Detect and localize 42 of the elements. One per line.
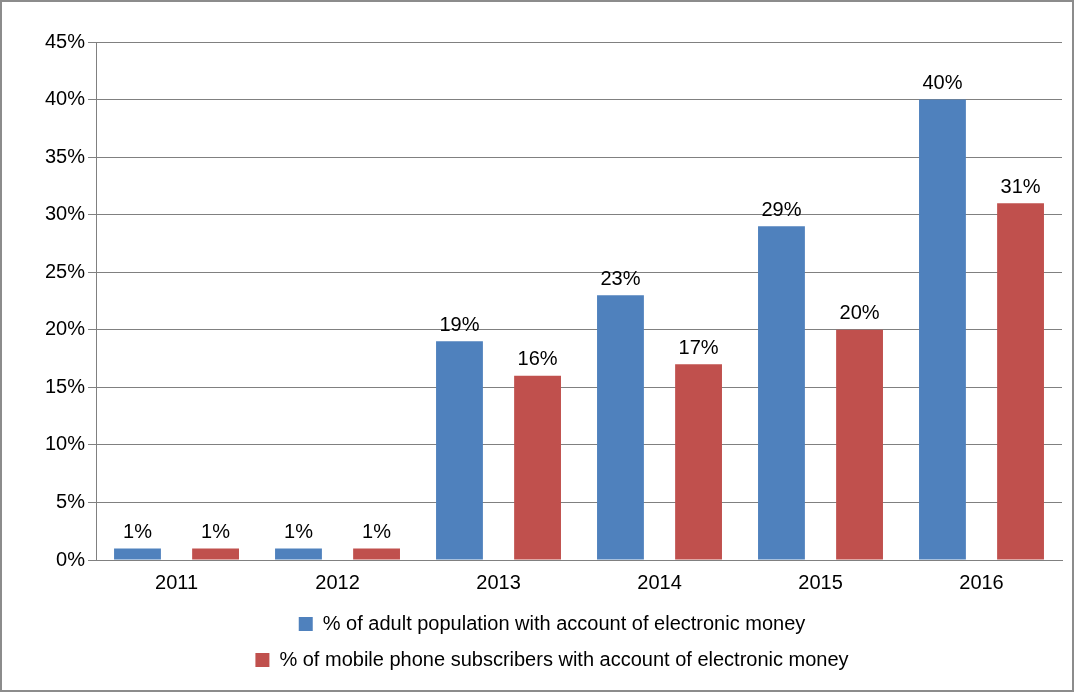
data-label: 17% <box>678 335 719 358</box>
y-tick-label: 40% <box>45 87 86 110</box>
x-tick-label: 2011 <box>155 570 199 593</box>
bar <box>758 226 805 560</box>
data-label: 1% <box>201 520 231 542</box>
bar <box>836 329 883 560</box>
bar <box>597 295 644 560</box>
data-label: 20% <box>839 301 880 324</box>
legend-label: % of adult population with account of electronic money <box>322 611 806 634</box>
data-label: 1% <box>123 520 153 542</box>
x-tick-label: 2013 <box>476 570 521 593</box>
y-tick-label: 15% <box>45 374 86 397</box>
bar <box>436 341 483 560</box>
y-tick-label: 45% <box>45 29 86 52</box>
x-tick-label: 2014 <box>637 570 682 593</box>
data-label: 40% <box>922 71 963 94</box>
y-tick-label: 20% <box>45 317 86 340</box>
x-tick-label: 2012 <box>315 570 360 593</box>
y-tick-label: 25% <box>45 259 86 282</box>
y-tick-label: 5% <box>56 489 86 512</box>
data-label: 1% <box>362 520 392 542</box>
x-tick-label: 2015 <box>798 570 843 593</box>
bar <box>514 375 561 560</box>
data-label: 23% <box>600 266 641 289</box>
data-label: 1% <box>284 520 314 542</box>
y-tick-label: 35% <box>45 144 86 167</box>
y-tick-label: 30% <box>45 202 86 225</box>
bar <box>919 99 966 560</box>
legend-label: % of mobile phone subscribers with account of electronic money <box>279 647 849 670</box>
y-tick-label: 10% <box>45 432 86 455</box>
y-tick-label: 0% <box>56 547 86 570</box>
bar <box>675 364 722 560</box>
bar <box>997 203 1044 560</box>
bar <box>275 548 322 560</box>
bar <box>353 548 400 560</box>
data-label: 31% <box>1000 174 1041 197</box>
bar <box>114 548 161 560</box>
x-tick-label: 2016 <box>959 570 1004 593</box>
data-label: 29% <box>761 197 802 220</box>
data-label: 16% <box>517 347 558 370</box>
data-label: 19% <box>439 312 480 335</box>
bar <box>192 548 239 560</box>
